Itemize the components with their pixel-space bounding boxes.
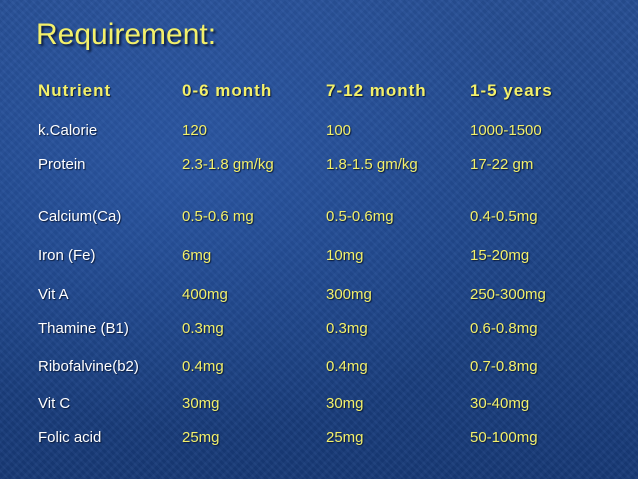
nutrient-name: Folic acid [38, 429, 102, 446]
table-row: k.Calorie 120 100 1000-1500 [0, 118, 638, 144]
table-header-row: Nutrient 0-6 month 7-12 month 1-5 years [0, 78, 638, 104]
nutrient-name: Vit A [38, 286, 69, 303]
value-0-6-month: 0.3mg [182, 320, 224, 337]
nutrient-name: Protein [38, 156, 86, 173]
value-0-6-month: 0.4mg [182, 358, 224, 375]
nutrient-name: Thamine (B1) [38, 320, 129, 337]
nutrient-name: Calcium(Ca) [38, 208, 122, 225]
value-0-6-month: 30mg [182, 395, 220, 412]
value-1-5-years: 0.6-0.8mg [470, 320, 538, 337]
value-1-5-years: 50-100mg [470, 429, 538, 446]
table-row: Ribofalvine(b2) 0.4mg 0.4mg 0.7-0.8mg [0, 354, 638, 380]
value-7-12-month: 0.5-0.6mg [326, 208, 394, 225]
value-7-12-month: 25mg [326, 429, 364, 446]
column-header-1-5-years: 1-5 years [470, 81, 553, 100]
value-0-6-month: 2.3-1.8 gm/kg [182, 156, 274, 173]
value-0-6-month: 120 [182, 122, 208, 139]
value-7-12-month: 300mg [326, 286, 372, 303]
nutrient-name: Ribofalvine(b2) [38, 358, 139, 375]
value-1-5-years: 15-20mg [470, 247, 530, 264]
value-1-5-years: 250-300mg [470, 286, 546, 303]
value-7-12-month: 30mg [326, 395, 364, 412]
nutrient-name: Iron (Fe) [38, 247, 96, 264]
nutrient-name: Vit C [38, 395, 71, 412]
value-0-6-month: 0.5-0.6 mg [182, 208, 254, 225]
value-1-5-years: 0.4-0.5mg [470, 208, 538, 225]
nutrient-name: k.Calorie [38, 122, 98, 139]
column-header-7-12-month: 7-12 month [326, 81, 427, 100]
table-row: Thamine (B1) 0.3mg 0.3mg 0.6-0.8mg [0, 316, 638, 342]
table-row: Vit C 30mg 30mg 30-40mg [0, 391, 638, 417]
value-7-12-month: 1.8-1.5 gm/kg [326, 156, 418, 173]
table-row: Folic acid 25mg 25mg 50-100mg [0, 425, 638, 451]
value-7-12-month: 0.3mg [326, 320, 368, 337]
value-1-5-years: 1000-1500 [470, 122, 542, 139]
value-0-6-month: 25mg [182, 429, 220, 446]
value-7-12-month: 10mg [326, 247, 364, 264]
table-row: Calcium(Ca) 0.5-0.6 mg 0.5-0.6mg 0.4-0.5… [0, 204, 638, 230]
value-0-6-month: 400mg [182, 286, 228, 303]
table-row: Iron (Fe) 6mg 10mg 15-20mg [0, 243, 638, 269]
value-0-6-month: 6mg [182, 247, 212, 264]
value-1-5-years: 0.7-0.8mg [470, 358, 538, 375]
table-row: Protein 2.3-1.8 gm/kg 1.8-1.5 gm/kg 17-2… [0, 152, 638, 178]
value-1-5-years: 17-22 gm [470, 156, 534, 173]
column-header-nutrient: Nutrient [38, 81, 112, 100]
column-header-0-6-month: 0-6 month [182, 81, 273, 100]
table-row: Vit A 400mg 300mg 250-300mg [0, 282, 638, 308]
value-7-12-month: 100 [326, 122, 352, 139]
value-1-5-years: 30-40mg [470, 395, 530, 412]
slide-title: Requirement: [36, 18, 217, 51]
value-7-12-month: 0.4mg [326, 358, 368, 375]
